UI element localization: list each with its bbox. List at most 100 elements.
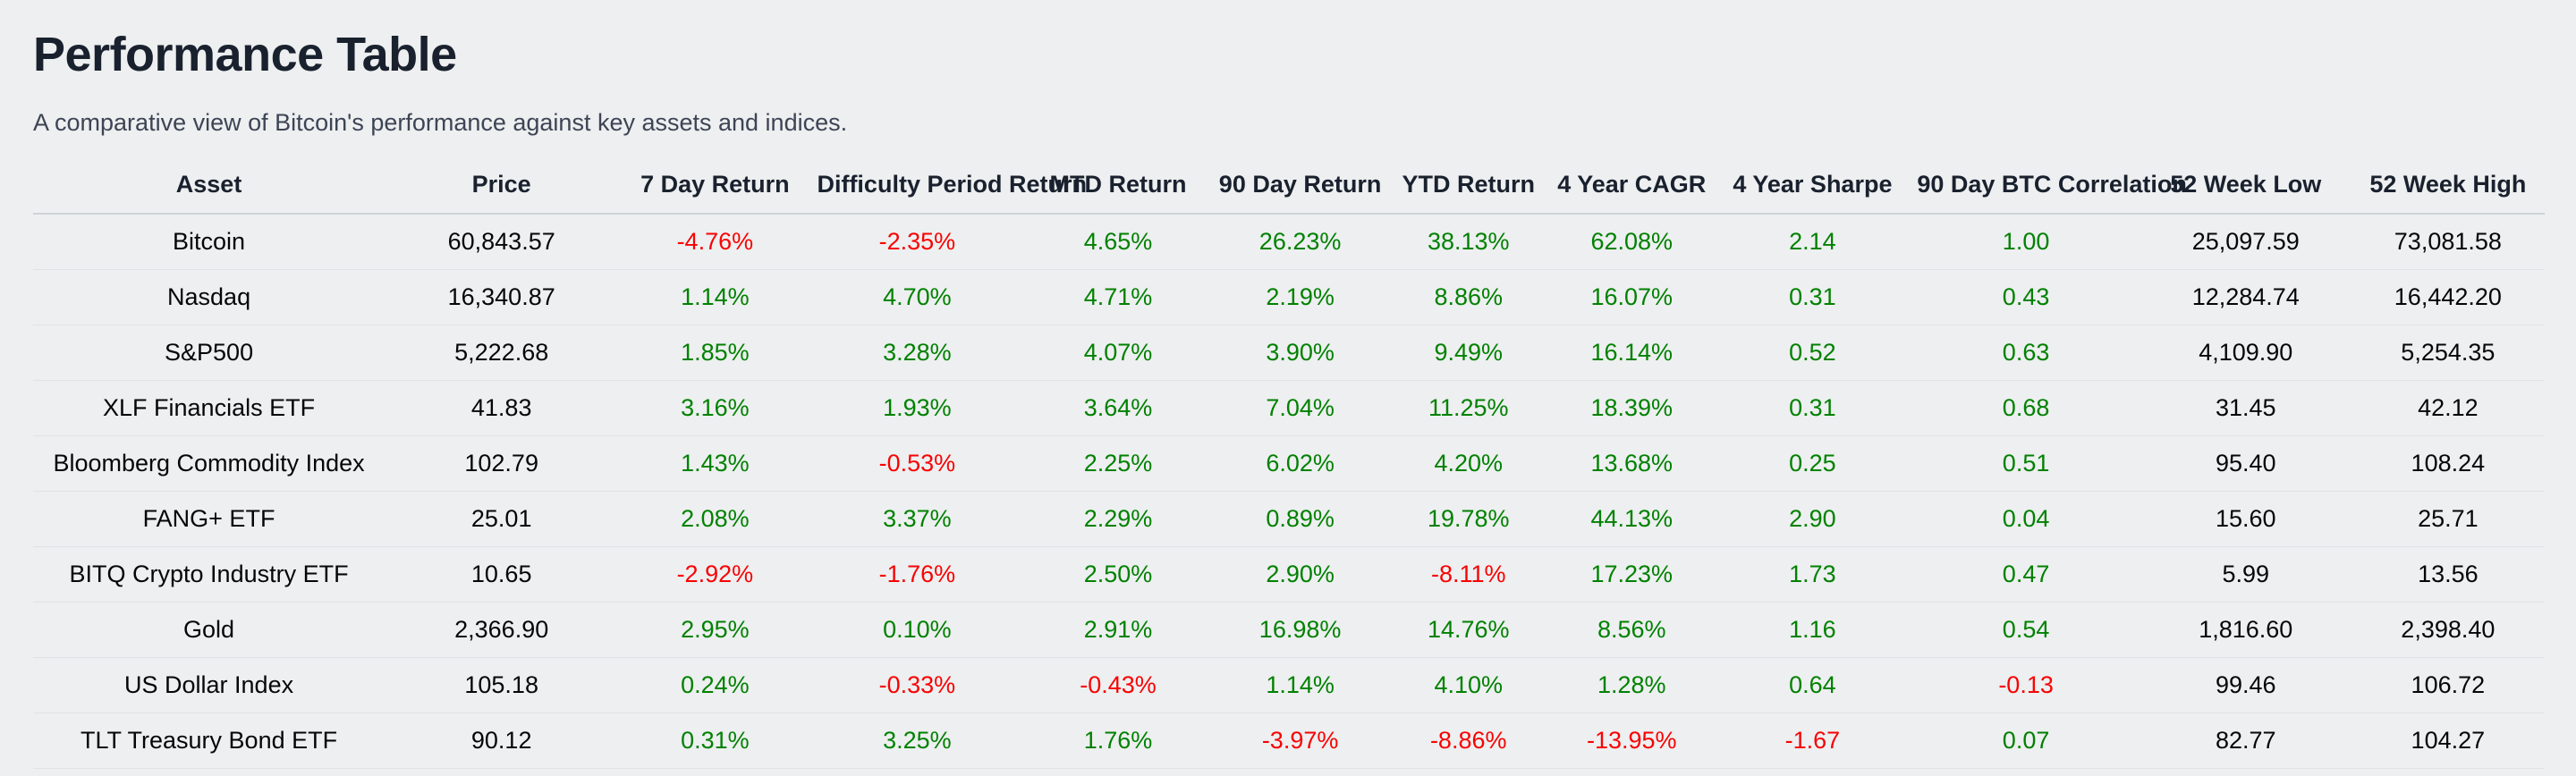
- column-header-mtd-return: MTD Return: [1022, 160, 1214, 215]
- cell-7-day-return: -2.92%: [618, 546, 812, 603]
- asset-name: TLT Treasury Bond ETF: [33, 713, 386, 769]
- cell-7-day-return: 0.24%: [618, 657, 812, 713]
- table-row-tlt-treasury-bond-etf: TLT Treasury Bond ETF 90.12 0.31% 3.25% 1.76…: [33, 713, 2545, 769]
- cell-difficulty-period-return: -0.33%: [811, 657, 1023, 713]
- cell-mtd-return: -0.43%: [1022, 657, 1214, 713]
- cell-4-year-cagr: 16.07%: [1549, 269, 1714, 325]
- cell-52-week-high: 5,254.35: [2351, 325, 2545, 381]
- cell-4-year-sharpe: 0.25: [1713, 435, 1912, 492]
- cell-52-week-high: 13.56: [2351, 546, 2545, 603]
- cell-52-week-high: 2,398.40: [2351, 602, 2545, 658]
- cell-90-day-return: 0.89%: [1213, 491, 1387, 547]
- cell-4-year-sharpe: 2.90: [1713, 491, 1912, 547]
- cell-4-year-cagr: 1.28%: [1549, 657, 1714, 713]
- cell-price: 10.65: [385, 546, 619, 603]
- cell-price: 2,366.90: [385, 602, 619, 658]
- cell-52-week-low: 95.40: [2140, 435, 2351, 492]
- page-title: Performance Table: [33, 28, 457, 81]
- cell-price: 16,340.87: [385, 269, 619, 325]
- cell-90-day-return: 3.90%: [1213, 325, 1387, 381]
- performance-table: Asset Price 7 Day Return Difficulty Period …: [33, 160, 2545, 769]
- cell-90-day-return: 16.98%: [1213, 602, 1387, 658]
- table-row-us-dollar-index: US Dollar Index 105.18 0.24% -0.33% -0.43% 1.…: [33, 657, 2545, 713]
- cell-ytd-return: 38.13%: [1386, 214, 1550, 270]
- cell-4-year-cagr: 16.14%: [1549, 325, 1714, 381]
- asset-name: US Dollar Index: [33, 657, 386, 713]
- cell-ytd-return: 4.10%: [1386, 657, 1550, 713]
- cell-4-year-sharpe: 0.31: [1713, 380, 1912, 436]
- cell-52-week-low: 82.77: [2140, 713, 2351, 769]
- table-row-nasdaq: Nasdaq 16,340.87 1.14% 4.70% 4.71% 2.19% 8.86%…: [33, 269, 2545, 325]
- cell-difficulty-period-return: -1.76%: [811, 546, 1023, 603]
- cell-52-week-high: 25.71: [2351, 491, 2545, 547]
- cell-ytd-return: -8.11%: [1386, 546, 1550, 603]
- cell-4-year-sharpe: 0.31: [1713, 269, 1912, 325]
- cell-price: 25.01: [385, 491, 619, 547]
- cell-mtd-return: 4.07%: [1022, 325, 1214, 381]
- cell-90-day-btc-correlation: 0.54: [1911, 602, 2140, 658]
- cell-7-day-return: 1.43%: [618, 435, 812, 492]
- cell-mtd-return: 1.76%: [1022, 713, 1214, 769]
- cell-52-week-high: 106.72: [2351, 657, 2545, 713]
- cell-90-day-return: 2.19%: [1213, 269, 1387, 325]
- cell-52-week-high: 108.24: [2351, 435, 2545, 492]
- cell-90-day-btc-correlation: 0.07: [1911, 713, 2140, 769]
- cell-90-day-btc-correlation: 0.43: [1911, 269, 2140, 325]
- table-row-gold: Gold 2,366.90 2.95% 0.10% 2.91% 16.98% 14.76% 8…: [33, 602, 2545, 658]
- cell-4-year-sharpe: 1.16: [1713, 602, 1912, 658]
- asset-name: S&P500: [33, 325, 386, 381]
- column-header-ytd-return: YTD Return: [1386, 160, 1550, 215]
- cell-price: 105.18: [385, 657, 619, 713]
- column-header-7-day-return: 7 Day Return: [618, 160, 812, 215]
- cell-52-week-low: 25,097.59: [2140, 214, 2351, 270]
- cell-price: 102.79: [385, 435, 619, 492]
- cell-52-week-low: 4,109.90: [2140, 325, 2351, 381]
- cell-52-week-high: 42.12: [2351, 380, 2545, 436]
- cell-ytd-return: 8.86%: [1386, 269, 1550, 325]
- cell-52-week-low: 1,816.60: [2140, 602, 2351, 658]
- cell-4-year-sharpe: -1.67: [1713, 713, 1912, 769]
- cell-90-day-btc-correlation: -0.13: [1911, 657, 2140, 713]
- cell-52-week-high: 16,442.20: [2351, 269, 2545, 325]
- column-header-52-week-low: 52 Week Low: [2140, 160, 2351, 215]
- cell-52-week-low: 15.60: [2140, 491, 2351, 547]
- cell-7-day-return: 3.16%: [618, 380, 812, 436]
- cell-4-year-sharpe: 0.52: [1713, 325, 1912, 381]
- cell-ytd-return: 9.49%: [1386, 325, 1550, 381]
- cell-4-year-sharpe: 1.73: [1713, 546, 1912, 603]
- cell-mtd-return: 2.50%: [1022, 546, 1214, 603]
- cell-4-year-cagr: 18.39%: [1549, 380, 1714, 436]
- cell-7-day-return: 1.14%: [618, 269, 812, 325]
- cell-90-day-return: -3.97%: [1213, 713, 1387, 769]
- table-row-xlf-financials-etf: XLF Financials ETF 41.83 3.16% 1.93% 3.64% 7.…: [33, 380, 2545, 436]
- cell-90-day-return: 7.04%: [1213, 380, 1387, 436]
- cell-7-day-return: 0.31%: [618, 713, 812, 769]
- cell-price: 60,843.57: [385, 214, 619, 270]
- cell-ytd-return: 14.76%: [1386, 602, 1550, 658]
- cell-52-week-low: 12,284.74: [2140, 269, 2351, 325]
- asset-name: Nasdaq: [33, 269, 386, 325]
- column-header-52-week-high: 52 Week High: [2351, 160, 2545, 215]
- cell-52-week-low: 5.99: [2140, 546, 2351, 603]
- cell-mtd-return: 2.91%: [1022, 602, 1214, 658]
- asset-name: XLF Financials ETF: [33, 380, 386, 436]
- cell-mtd-return: 2.25%: [1022, 435, 1214, 492]
- asset-name: FANG+ ETF: [33, 491, 386, 547]
- asset-name: Gold: [33, 602, 386, 658]
- cell-ytd-return: -8.86%: [1386, 713, 1550, 769]
- cell-mtd-return: 2.29%: [1022, 491, 1214, 547]
- cell-ytd-return: 11.25%: [1386, 380, 1550, 436]
- cell-90-day-btc-correlation: 0.47: [1911, 546, 2140, 603]
- cell-7-day-return: 2.08%: [618, 491, 812, 547]
- cell-mtd-return: 3.64%: [1022, 380, 1214, 436]
- cell-52-week-low: 99.46: [2140, 657, 2351, 713]
- table-row-s-p500: S&P500 5,222.68 1.85% 3.28% 4.07% 3.90% 9.49% 1…: [33, 325, 2545, 381]
- cell-4-year-cagr: -13.95%: [1549, 713, 1714, 769]
- cell-difficulty-period-return: 4.70%: [811, 269, 1023, 325]
- page-subtitle: A comparative view of Bitcoin's performa…: [33, 109, 848, 137]
- cell-90-day-btc-correlation: 0.68: [1911, 380, 2140, 436]
- table-row-bitcoin: Bitcoin 60,843.57 -4.76% -2.35% 4.65% 26.23% 3…: [33, 214, 2545, 270]
- column-header-4-year-cagr: 4 Year CAGR: [1549, 160, 1714, 215]
- cell-90-day-return: 26.23%: [1213, 214, 1387, 270]
- cell-difficulty-period-return: -0.53%: [811, 435, 1023, 492]
